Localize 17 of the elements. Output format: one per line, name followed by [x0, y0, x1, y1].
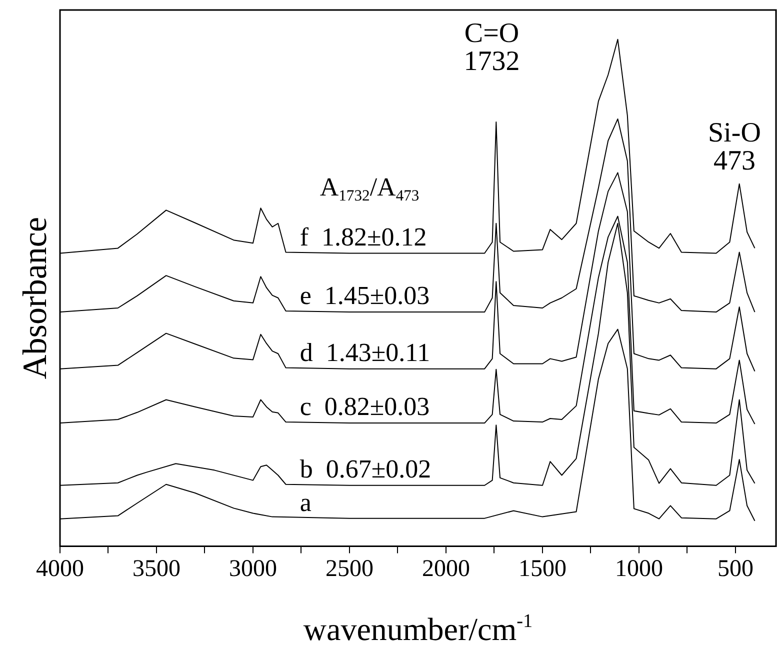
x-tick-label: 500 — [717, 556, 754, 582]
series-label: a — [300, 488, 312, 517]
series-label: f 1.82±0.12 — [300, 222, 427, 252]
series-label: c 0.82±0.03 — [300, 392, 430, 422]
x-tick-label: 2000 — [422, 556, 470, 582]
series-label: b 0.67±0.02 — [300, 454, 432, 484]
series-label: d 1.43±0.11 — [300, 338, 430, 367]
x-tick-label: 3000 — [228, 556, 277, 582]
x-tick-label: 2500 — [325, 556, 374, 582]
x-tick-label: 1500 — [518, 556, 566, 582]
x-tick-label: 3500 — [132, 556, 180, 582]
series-label: e 1.45±0.03 — [300, 281, 430, 310]
x-tick-label: 1000 — [614, 556, 663, 582]
x-tick-label: 4000 — [36, 556, 84, 582]
y-axis-title: Absorbance — [17, 216, 54, 380]
annotation: C=O 1732 — [464, 18, 520, 78]
annotation: Si-O 473 — [708, 117, 761, 176]
